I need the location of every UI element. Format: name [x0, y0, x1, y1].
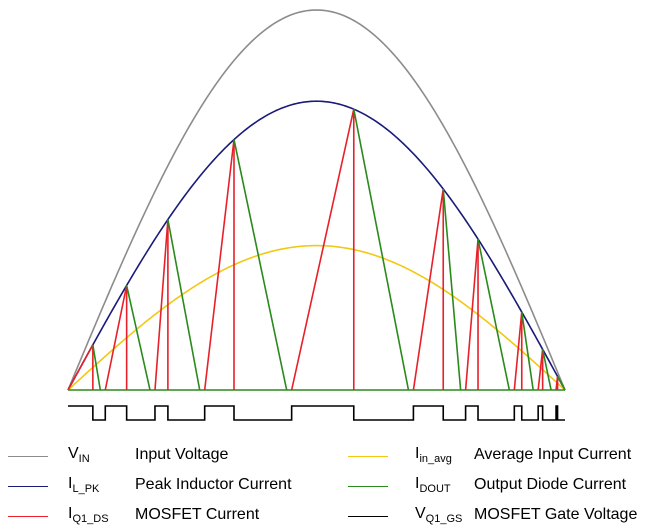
legend-ilpk-symbol-base: I	[68, 475, 73, 492]
mosfet-ramp-8	[513, 311, 523, 391]
diode-ramp-5	[352, 109, 410, 391]
legend-vin-label: Input Voltage	[135, 446, 229, 463]
legend-ilpk: IL_PK Peak Inductor Current	[0, 472, 332, 502]
legend-ilpk-line	[8, 486, 48, 487]
legend-iinavg: Iin_avg Average Input Current	[340, 442, 672, 472]
diode-ramp-1	[92, 344, 102, 391]
legend-ilpk-symbol: IL_PK	[68, 475, 99, 495]
legend-vq1gs-line	[348, 516, 388, 517]
legend-vq1gs-symbol-base: V	[415, 505, 426, 522]
legend-iinavg-symbol-sub: in_avg	[419, 453, 452, 465]
diode-ramp-3	[167, 219, 201, 391]
legend-ilpk-label: Peak Inductor Current	[135, 476, 292, 493]
gate-voltage-square-wave	[68, 405, 565, 421]
legend-vq1gs-symbol: VQ1_GS	[415, 505, 462, 525]
peak-inductor-current-curve	[67, 100, 566, 391]
diode-ramp-4	[233, 139, 288, 391]
legend-idout-symbol-sub: DOUT	[419, 483, 451, 495]
input-voltage-curve	[67, 9, 566, 391]
legend-vin-symbol: VIN	[68, 445, 90, 465]
mosfet-ramp-3	[154, 219, 169, 391]
mosfet-ramp-7	[464, 239, 479, 391]
mosfet-ramp-4	[203, 139, 235, 391]
legend-iq1ds-line	[8, 516, 48, 517]
legend-iinavg-symbol-base: I	[415, 445, 420, 462]
legend-idout-label: Output Diode Current	[474, 476, 627, 493]
diode-ramp-7	[477, 238, 511, 391]
legend-iinavg-label: Average Input Current	[474, 446, 632, 463]
legend-vq1gs-label: MOSFET Gate Voltage	[474, 506, 638, 523]
legend-iq1ds-symbol-sub: Q1_DS	[72, 513, 109, 525]
legend-idout: IDOUT Output Diode Current	[340, 472, 672, 502]
legend-vin-symbol-sub: IN	[78, 453, 90, 465]
diode-ramp-9	[541, 349, 552, 391]
diode-ramp-6	[442, 188, 462, 391]
diode-ramp-2	[125, 285, 151, 391]
legend: VIN Input Voltage IL_PK Peak Inductor Curre…	[0, 430, 672, 532]
legend-vin-line	[8, 456, 48, 457]
legend-vq1gs-symbol-sub: Q1_GS	[425, 513, 463, 525]
mosfet-ramp-2	[104, 285, 128, 391]
mosfet-ramp-6	[412, 188, 445, 391]
legend-idout-symbol: IDOUT	[415, 475, 451, 495]
pfc-waveform-diagram	[67, 9, 566, 421]
legend-iq1ds: IQ1_DS MOSFET Current	[0, 502, 332, 532]
legend-iq1ds-label: MOSFET Current	[135, 506, 260, 523]
legend-iinavg-symbol: Iin_avg	[415, 445, 452, 465]
legend-iinavg-line	[348, 456, 388, 457]
diode-ramp-10	[556, 376, 566, 391]
legend-idout-line	[348, 486, 388, 487]
legend-idout-symbol-base: I	[415, 475, 420, 492]
mosfet-ramp-1	[67, 344, 94, 391]
average-input-current-curve	[67, 244, 566, 391]
mosfet-ramp-5	[290, 109, 355, 391]
legend-iq1ds-symbol-base: I	[68, 505, 73, 522]
legend-iq1ds-symbol: IQ1_DS	[68, 505, 109, 525]
legend-ilpk-symbol-sub: L_PK	[72, 483, 100, 495]
legend-vq1gs: VQ1_GS MOSFET Gate Voltage	[340, 502, 672, 532]
legend-vin-symbol-base: V	[68, 445, 79, 462]
legend-vin: VIN Input Voltage	[0, 442, 332, 472]
diode-ramp-8	[520, 311, 534, 391]
